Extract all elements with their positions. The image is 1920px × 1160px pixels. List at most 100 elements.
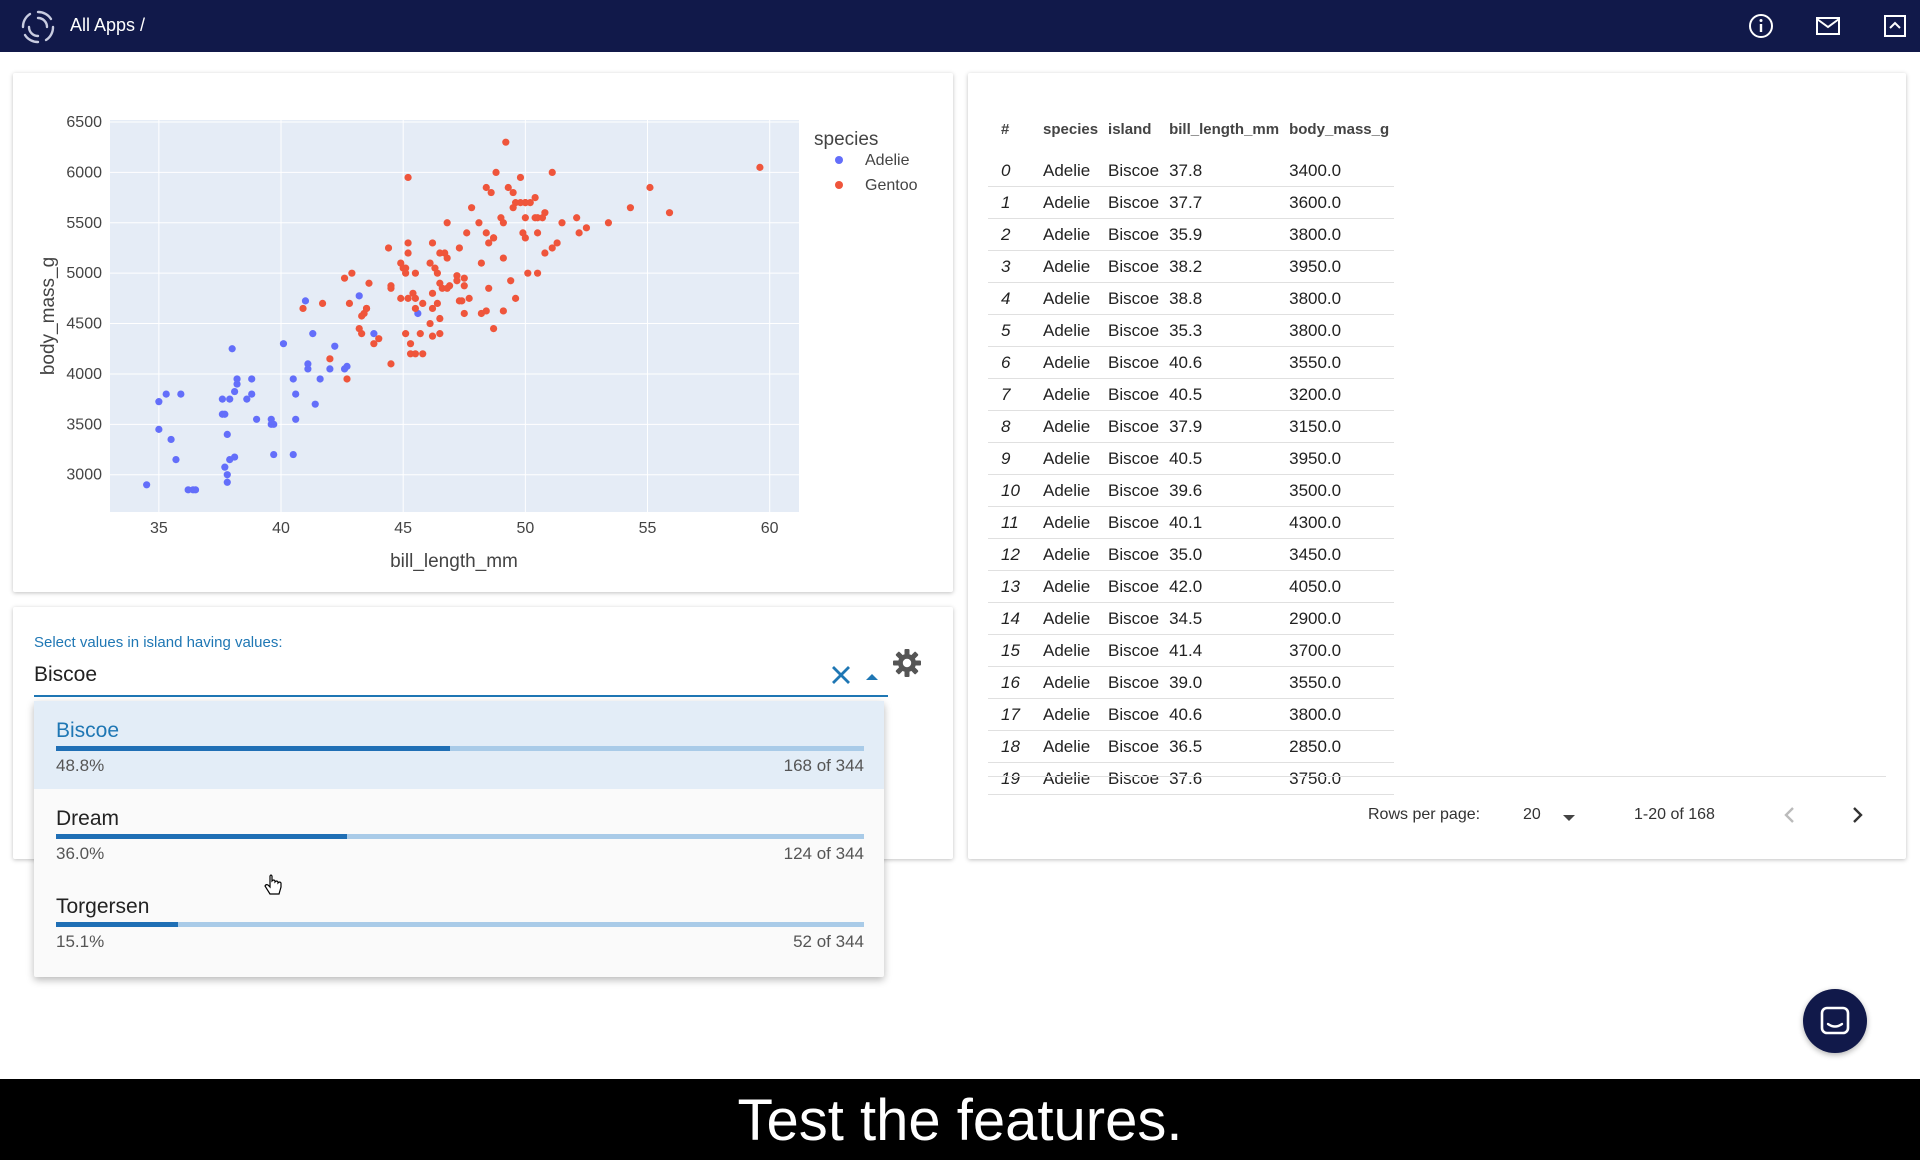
data-point-gentoo — [402, 330, 410, 338]
table-row[interactable]: 8 Adelie Biscoe 37.9 3150.0 — [988, 410, 1395, 443]
table-row[interactable]: 0 Adelie Biscoe 37.8 3400.0 — [988, 155, 1395, 187]
scatter-plot-card: 35 40 45 50 55 60 3000 3500 4000 4500 5000 5500 6000… — [13, 73, 953, 592]
caret-down-icon[interactable] — [1560, 809, 1578, 827]
table-cell: Adelie — [1038, 698, 1104, 731]
table-row[interactable]: 19 Adelie Biscoe 37.6 3750.0 — [988, 762, 1395, 795]
data-point-gentoo — [489, 234, 498, 242]
table-cell: 2900.0 — [1284, 602, 1395, 635]
y-tick-label: 6500 — [66, 114, 102, 131]
data-point-adelie — [223, 430, 231, 439]
app-logo-icon[interactable] — [20, 9, 56, 45]
table-cell: Biscoe — [1103, 762, 1165, 795]
data-point-adelie — [172, 455, 180, 464]
table-row[interactable]: 13 Adelie Biscoe 42.0 4050.0 — [988, 570, 1395, 603]
table-cell: 3800.0 — [1284, 314, 1395, 347]
data-table: # species island bill_length_mm body_mas… — [988, 103, 1395, 795]
table-cell: 3750.0 — [1284, 762, 1395, 795]
table-cell: 5 — [988, 314, 1038, 347]
data-point-gentoo — [558, 219, 566, 227]
table-cell: Adelie — [1038, 442, 1104, 475]
column-header[interactable]: # — [1001, 120, 1010, 138]
table-row[interactable]: 4 Adelie Biscoe 38.8 3800.0 — [988, 282, 1395, 315]
chat-launcher-button[interactable] — [1803, 989, 1867, 1053]
data-point-gentoo — [387, 282, 395, 290]
data-point-gentoo — [404, 173, 412, 182]
table-cell: 35.0 — [1164, 538, 1285, 571]
table-row[interactable]: 9 Adelie Biscoe 40.5 3950.0 — [988, 442, 1395, 475]
column-header[interactable]: species — [1043, 120, 1099, 138]
data-point-adelie — [316, 375, 324, 383]
table-cell: 36.5 — [1164, 730, 1285, 763]
table-row[interactable]: 1 Adelie Biscoe 37.7 3600.0 — [988, 186, 1395, 219]
data-point-gentoo — [553, 239, 561, 247]
table-cell: 4300.0 — [1284, 506, 1395, 539]
table-cell: 34.5 — [1164, 602, 1285, 635]
table-row[interactable]: 18 Adelie Biscoe 36.5 2850.0 — [988, 730, 1395, 763]
table-row[interactable]: 12 Adelie Biscoe 35.0 3450.0 — [988, 538, 1395, 571]
scatter-plot[interactable]: 35 40 45 50 55 60 3000 3500 4000 4500 5000 5500 6000… — [13, 73, 953, 592]
table-row[interactable]: 6 Adelie Biscoe 40.6 3550.0 — [988, 346, 1395, 379]
data-point-adelie — [143, 481, 151, 489]
table-cell: Biscoe — [1103, 602, 1165, 635]
option-dream[interactable]: Dream 36.0% 124 of 344 — [34, 789, 884, 877]
option-name: Biscoe — [56, 719, 120, 742]
column-header[interactable]: body_mass_g — [1289, 120, 1390, 138]
data-point-adelie — [340, 365, 349, 373]
collapse-icon[interactable] — [1881, 12, 1909, 40]
table-cell: 3500.0 — [1284, 474, 1395, 507]
table-footer-divider — [988, 776, 1886, 777]
data-point-gentoo — [428, 289, 437, 297]
info-icon[interactable] — [1747, 12, 1775, 40]
table-row[interactable]: 2 Adelie Biscoe 35.9 3800.0 — [988, 218, 1395, 251]
data-point-adelie — [355, 292, 363, 300]
data-point-gentoo — [665, 209, 674, 217]
mail-icon[interactable] — [1814, 12, 1842, 40]
breadcrumb[interactable]: All Apps / — [70, 15, 146, 35]
table-row[interactable]: 3 Adelie Biscoe 38.2 3950.0 — [988, 250, 1395, 283]
table-row[interactable]: 14 Adelie Biscoe 34.5 2900.0 — [988, 602, 1395, 635]
caret-up-icon[interactable] — [861, 665, 883, 687]
chevron-left-icon[interactable] — [1777, 802, 1803, 828]
y-tick-label: 4000 — [66, 366, 102, 383]
clear-icon[interactable] — [827, 661, 855, 689]
data-point-gentoo — [436, 249, 444, 257]
table-row[interactable]: 16 Adelie Biscoe 39.0 3550.0 — [988, 666, 1395, 699]
data-point-gentoo — [370, 340, 378, 348]
table-row[interactable]: 7 Adelie Biscoe 40.5 3200.0 — [988, 378, 1395, 411]
table-row[interactable]: 15 Adelie Biscoe 41.4 3700.0 — [988, 634, 1395, 667]
data-point-adelie — [370, 330, 378, 338]
option-percent: 15.1% — [56, 932, 105, 951]
data-point-adelie — [223, 471, 231, 479]
table-cell: 10 — [988, 474, 1038, 507]
option-biscoe[interactable]: Biscoe 48.8% 168 of 344 — [34, 701, 884, 789]
data-point-gentoo — [326, 355, 334, 363]
table-cell: 3700.0 — [1284, 634, 1395, 667]
option-torgersen[interactable]: Torgersen 15.1% 52 of 344 — [34, 877, 884, 965]
table-cell: Biscoe — [1103, 570, 1165, 603]
data-point-gentoo — [582, 224, 591, 232]
table-cell: 4050.0 — [1284, 570, 1395, 603]
rows-per-page-select[interactable]: 20 — [1523, 806, 1541, 823]
table-cell: 37.9 — [1164, 410, 1285, 443]
table-cell: 1 — [988, 186, 1038, 219]
table-row[interactable]: 11 Adelie Biscoe 40.1 4300.0 — [988, 506, 1395, 539]
data-point-gentoo — [482, 307, 490, 315]
column-header[interactable]: island — [1108, 120, 1152, 138]
table-row[interactable]: 17 Adelie Biscoe 40.6 3800.0 — [988, 698, 1395, 731]
table-row[interactable]: 5 Adelie Biscoe 35.3 3800.0 — [988, 314, 1395, 347]
island-select-input[interactable]: Biscoe — [34, 653, 888, 697]
gear-icon[interactable] — [891, 647, 923, 679]
table-cell: Biscoe — [1103, 155, 1165, 187]
table-row[interactable]: 10 Adelie Biscoe 39.6 3500.0 — [988, 474, 1395, 507]
data-point-gentoo — [499, 254, 507, 262]
table-cell: Adelie — [1038, 666, 1104, 699]
table-cell: 3200.0 — [1284, 378, 1395, 411]
page-range: 1-20 of 168 — [1634, 806, 1715, 823]
table-cell: Biscoe — [1103, 314, 1165, 347]
chevron-right-icon[interactable] — [1844, 802, 1870, 828]
table-cell: 11 — [988, 506, 1038, 539]
data-point-gentoo — [468, 204, 476, 212]
column-header[interactable]: bill_length_mm — [1169, 120, 1280, 138]
data-point-adelie — [289, 375, 297, 383]
selected-value[interactable]: Biscoe — [34, 663, 98, 686]
